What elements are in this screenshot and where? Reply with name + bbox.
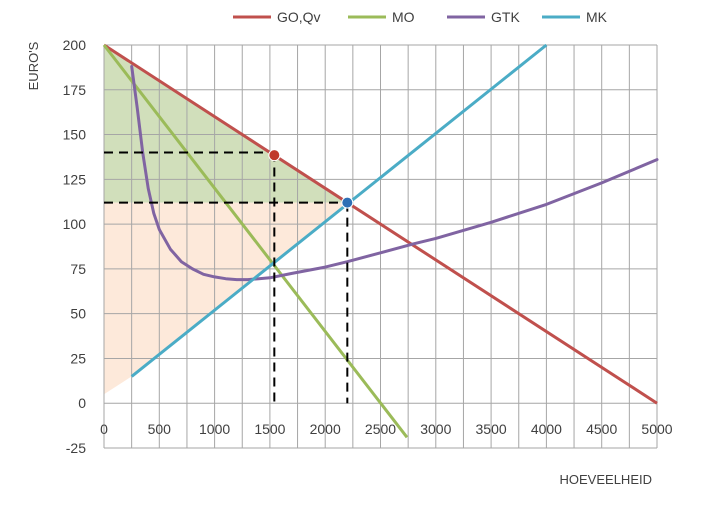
- x-axis-title: HOEVEELHEID: [560, 472, 652, 487]
- x-tick-label: 2000: [310, 421, 341, 437]
- y-tick-label: 25: [70, 350, 86, 366]
- y-tick-label: 200: [63, 37, 87, 53]
- gridlines: [103, 44, 658, 449]
- tick-labels: 0 500 1000 1500 2000 2500 3000 3500 4000 4500 5000…: [63, 37, 673, 456]
- equilibrium-points: [268, 149, 354, 209]
- x-tick-label: 2500: [365, 421, 396, 437]
- legend-label: GTK: [491, 9, 520, 25]
- series-line-mo: [102, 44, 409, 439]
- x-tick-label: 5000: [641, 421, 672, 437]
- y-axis-title: EURO'S: [26, 41, 41, 90]
- legend-label: MK: [586, 9, 608, 25]
- series-lines: [102, 43, 659, 439]
- x-tick-label: 500: [148, 421, 172, 437]
- x-tick-label: 3000: [420, 421, 451, 437]
- y-tick-label: -25: [66, 440, 86, 456]
- series-line-gtk: [130, 65, 659, 282]
- area-producentensurplus: [104, 202, 348, 395]
- point-marker: [268, 149, 281, 162]
- x-tick-label: 1500: [254, 421, 285, 437]
- y-tick-label: 150: [63, 127, 87, 143]
- series-line-go-qv: [103, 43, 658, 405]
- x-tick-label: 3500: [476, 421, 507, 437]
- dashed-guides: [104, 151, 349, 404]
- y-tick-label: 125: [63, 171, 87, 187]
- y-tick-label: 175: [63, 82, 87, 98]
- x-tick-label: 4500: [586, 421, 617, 437]
- legend-label: MO: [392, 9, 415, 25]
- y-tick-label: 75: [70, 261, 86, 277]
- surplus-areas: [104, 45, 348, 395]
- x-tick-label: 0: [100, 421, 108, 437]
- x-tick-label: 1000: [199, 421, 230, 437]
- x-tick-label: 4000: [531, 421, 562, 437]
- point-marker: [341, 196, 354, 209]
- y-tick-label: 0: [78, 395, 86, 411]
- series-line-mk: [130, 43, 548, 378]
- y-tick-label: 100: [63, 216, 87, 232]
- legend-label: GO,Qv: [277, 9, 321, 25]
- y-tick-label: 50: [70, 306, 86, 322]
- legend: GO,Qv MO GTK MK: [233, 9, 608, 25]
